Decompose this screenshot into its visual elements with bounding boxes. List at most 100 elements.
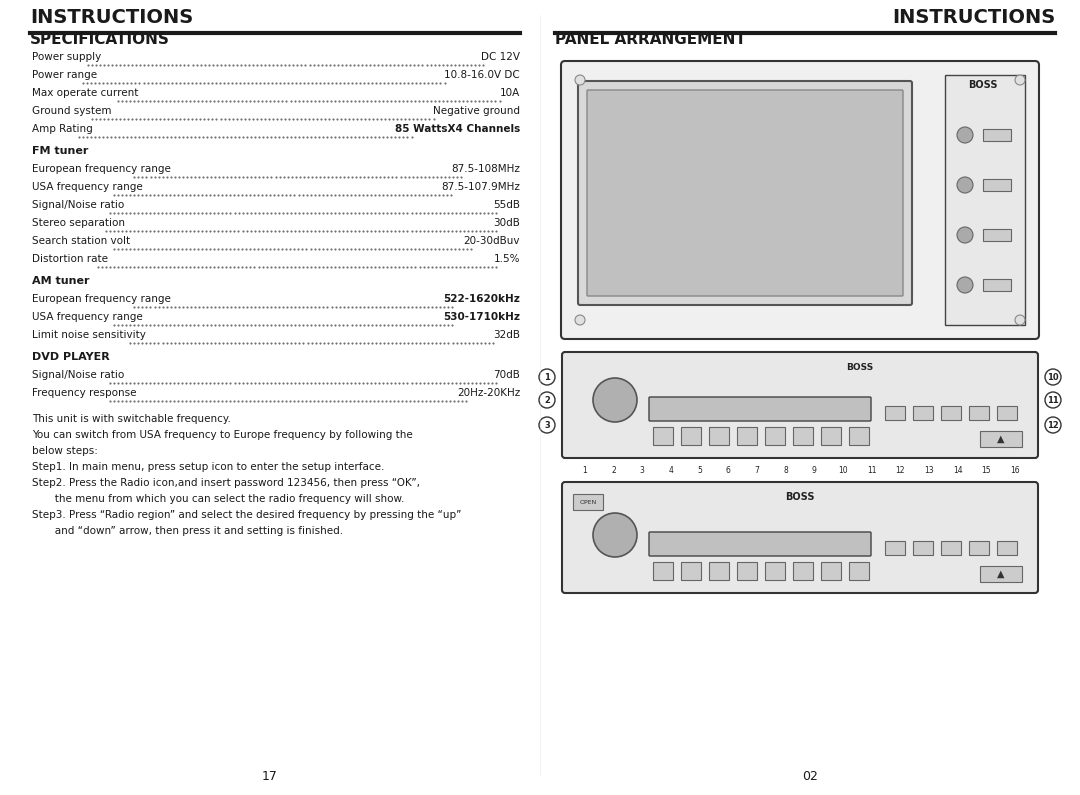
Text: 11: 11	[1048, 395, 1058, 405]
Text: Power range: Power range	[32, 70, 97, 80]
Text: 10: 10	[1048, 373, 1058, 382]
Text: 17: 17	[262, 770, 278, 783]
Text: Frequency response: Frequency response	[32, 388, 136, 398]
Bar	[765, 562, 785, 580]
Bar	[941, 406, 961, 420]
Text: 13: 13	[924, 466, 934, 475]
Bar	[885, 541, 905, 555]
Text: Signal/Noise ratio: Signal/Noise ratio	[32, 200, 124, 210]
Text: 522-1620kHz: 522-1620kHz	[443, 294, 519, 304]
Text: 14: 14	[953, 466, 962, 475]
Text: INSTRUCTIONS: INSTRUCTIONS	[30, 8, 193, 27]
Text: Amp Rating: Amp Rating	[32, 124, 93, 134]
Text: Distortion rate: Distortion rate	[32, 254, 108, 264]
Circle shape	[593, 378, 637, 422]
Bar	[945, 75, 1025, 325]
Text: Negative ground: Negative ground	[433, 106, 519, 116]
Text: Step2. Press the Radio icon,and insert password 123456, then press “OK”,: Step2. Press the Radio icon,and insert p…	[32, 478, 420, 488]
Text: Ground system: Ground system	[32, 106, 111, 116]
Bar	[983, 129, 1011, 141]
Text: 1.5%: 1.5%	[494, 254, 519, 264]
Text: 02: 02	[802, 770, 818, 783]
Circle shape	[539, 369, 555, 385]
Text: 11: 11	[867, 466, 876, 475]
Bar	[765, 427, 785, 445]
Text: 16: 16	[1010, 466, 1020, 475]
Text: 2: 2	[611, 466, 616, 475]
Text: USA frequency range: USA frequency range	[32, 182, 143, 192]
Text: INSTRUCTIONS: INSTRUCTIONS	[892, 8, 1055, 27]
Bar	[737, 427, 757, 445]
Text: 12: 12	[1048, 421, 1058, 429]
FancyBboxPatch shape	[561, 61, 1039, 339]
Circle shape	[1045, 369, 1061, 385]
Text: 9: 9	[812, 466, 816, 475]
Text: PANEL ARRANGEMENT: PANEL ARRANGEMENT	[555, 32, 746, 47]
Bar	[708, 427, 729, 445]
Text: DC 12V: DC 12V	[481, 52, 519, 62]
Circle shape	[1045, 392, 1061, 408]
FancyBboxPatch shape	[562, 482, 1038, 593]
FancyBboxPatch shape	[649, 397, 870, 421]
Bar	[821, 562, 841, 580]
Bar	[653, 427, 673, 445]
Text: OPEN: OPEN	[579, 499, 596, 505]
Bar	[969, 406, 989, 420]
Text: Max operate current: Max operate current	[32, 88, 138, 98]
Bar	[681, 562, 701, 580]
Text: Search station volt: Search station volt	[32, 236, 130, 246]
Text: 8: 8	[783, 466, 788, 475]
Text: You can switch from USA frequency to Europe frequency by following the: You can switch from USA frequency to Eur…	[32, 430, 413, 440]
Bar	[913, 406, 933, 420]
Text: BOSS: BOSS	[969, 80, 998, 90]
Text: 1: 1	[544, 373, 550, 382]
Text: Step3. Press “Radio region” and select the desired frequency by pressing the “up: Step3. Press “Radio region” and select t…	[32, 510, 461, 520]
Circle shape	[1045, 417, 1061, 433]
Text: 3: 3	[544, 421, 550, 429]
Text: SPECIFICATIONS: SPECIFICATIONS	[30, 32, 170, 47]
Bar	[997, 406, 1017, 420]
Text: BOSS: BOSS	[847, 363, 874, 371]
Text: European frequency range: European frequency range	[32, 164, 171, 174]
Circle shape	[539, 392, 555, 408]
Bar	[849, 427, 869, 445]
Text: Limit noise sensitivity: Limit noise sensitivity	[32, 330, 146, 340]
Text: This unit is with switchable frequency.: This unit is with switchable frequency.	[32, 414, 231, 424]
Circle shape	[1015, 315, 1025, 325]
Bar	[983, 229, 1011, 241]
Text: 85 WattsX4 Channels: 85 WattsX4 Channels	[395, 124, 519, 134]
Text: 70dB: 70dB	[494, 370, 519, 380]
Text: 32dB: 32dB	[492, 330, 519, 340]
Bar	[983, 179, 1011, 191]
Bar	[997, 541, 1017, 555]
Text: 7: 7	[755, 466, 759, 475]
FancyBboxPatch shape	[649, 532, 870, 556]
Text: the menu from which you can select the radio frequency will show.: the menu from which you can select the r…	[32, 494, 404, 504]
Circle shape	[593, 513, 637, 557]
Bar	[941, 541, 961, 555]
Text: Step1. In main menu, press setup icon to enter the setup interface.: Step1. In main menu, press setup icon to…	[32, 462, 384, 472]
Circle shape	[957, 227, 973, 243]
Text: BOSS: BOSS	[785, 492, 814, 502]
Circle shape	[1015, 75, 1025, 85]
Text: 15: 15	[982, 466, 991, 475]
Text: 530-1710kHz: 530-1710kHz	[443, 312, 519, 322]
Text: 87.5-107.9MHz: 87.5-107.9MHz	[441, 182, 519, 192]
Text: 55dB: 55dB	[492, 200, 519, 210]
FancyBboxPatch shape	[588, 90, 903, 296]
Bar	[980, 431, 1022, 447]
Text: Stereo separation: Stereo separation	[32, 218, 125, 228]
Bar	[737, 562, 757, 580]
Text: Power supply: Power supply	[32, 52, 102, 62]
Text: ▲: ▲	[997, 569, 1004, 579]
Text: Signal/Noise ratio: Signal/Noise ratio	[32, 370, 124, 380]
Bar	[573, 494, 603, 510]
FancyBboxPatch shape	[578, 81, 912, 305]
Bar	[885, 406, 905, 420]
Bar	[980, 566, 1022, 582]
Bar	[681, 427, 701, 445]
Bar	[653, 562, 673, 580]
Text: and “down” arrow, then press it and setting is finished.: and “down” arrow, then press it and sett…	[32, 526, 343, 536]
Text: 6: 6	[726, 466, 731, 475]
Bar	[983, 279, 1011, 291]
